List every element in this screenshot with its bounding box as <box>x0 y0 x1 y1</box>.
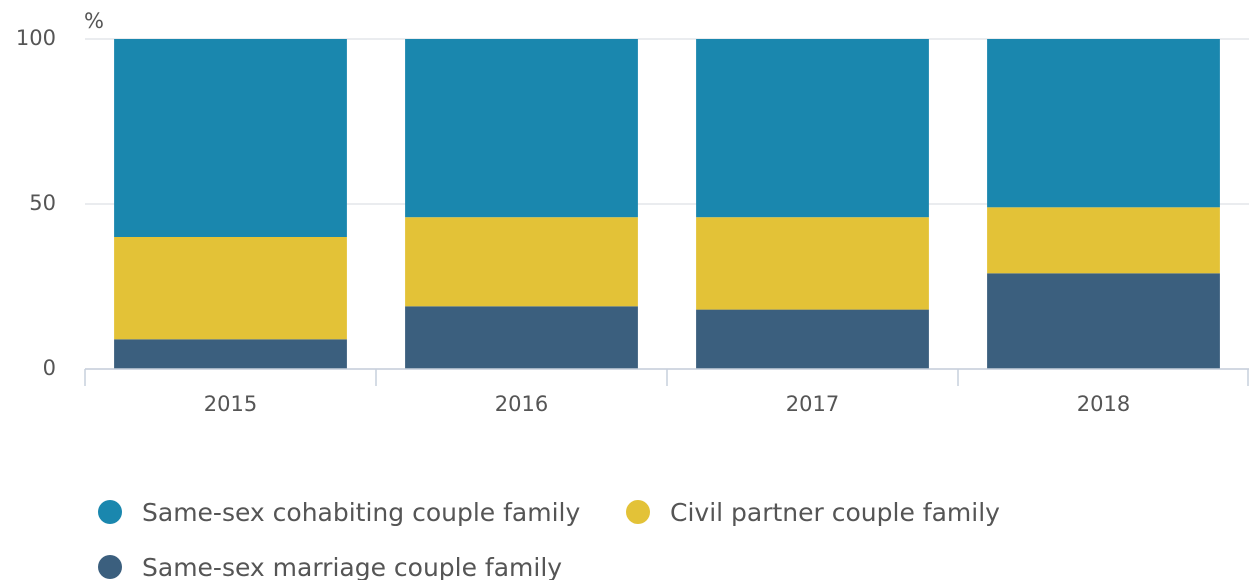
x-tick-label: 2016 <box>495 392 548 416</box>
y-tick-label: 100 <box>16 26 56 50</box>
y-axis-label: % <box>84 9 104 33</box>
bar-segment <box>696 217 929 310</box>
bar-segment <box>987 39 1220 208</box>
x-tick-label: 2018 <box>1077 392 1130 416</box>
bar-segment <box>696 309 929 369</box>
legend-marker <box>98 555 122 579</box>
bar-segment <box>987 273 1220 369</box>
x-tick-label: 2017 <box>786 392 839 416</box>
y-tick-label: 0 <box>43 356 56 380</box>
legend-marker <box>626 500 650 524</box>
bar-segment <box>114 339 347 369</box>
legend-label: Civil partner couple family <box>670 498 1000 527</box>
x-tick-label: 2015 <box>204 392 257 416</box>
legend-label: Same-sex marriage couple family <box>142 553 562 580</box>
legend-marker <box>98 500 122 524</box>
bar-segment <box>987 207 1220 274</box>
y-tick-label: 50 <box>29 191 56 215</box>
bar-segment <box>114 237 347 340</box>
bar-segment <box>114 39 347 237</box>
bar-segment <box>405 39 638 218</box>
legend-label: Same-sex cohabiting couple family <box>142 498 580 527</box>
bar-segment <box>696 39 929 218</box>
bar-segment <box>405 217 638 307</box>
bar-segment <box>405 306 638 369</box>
